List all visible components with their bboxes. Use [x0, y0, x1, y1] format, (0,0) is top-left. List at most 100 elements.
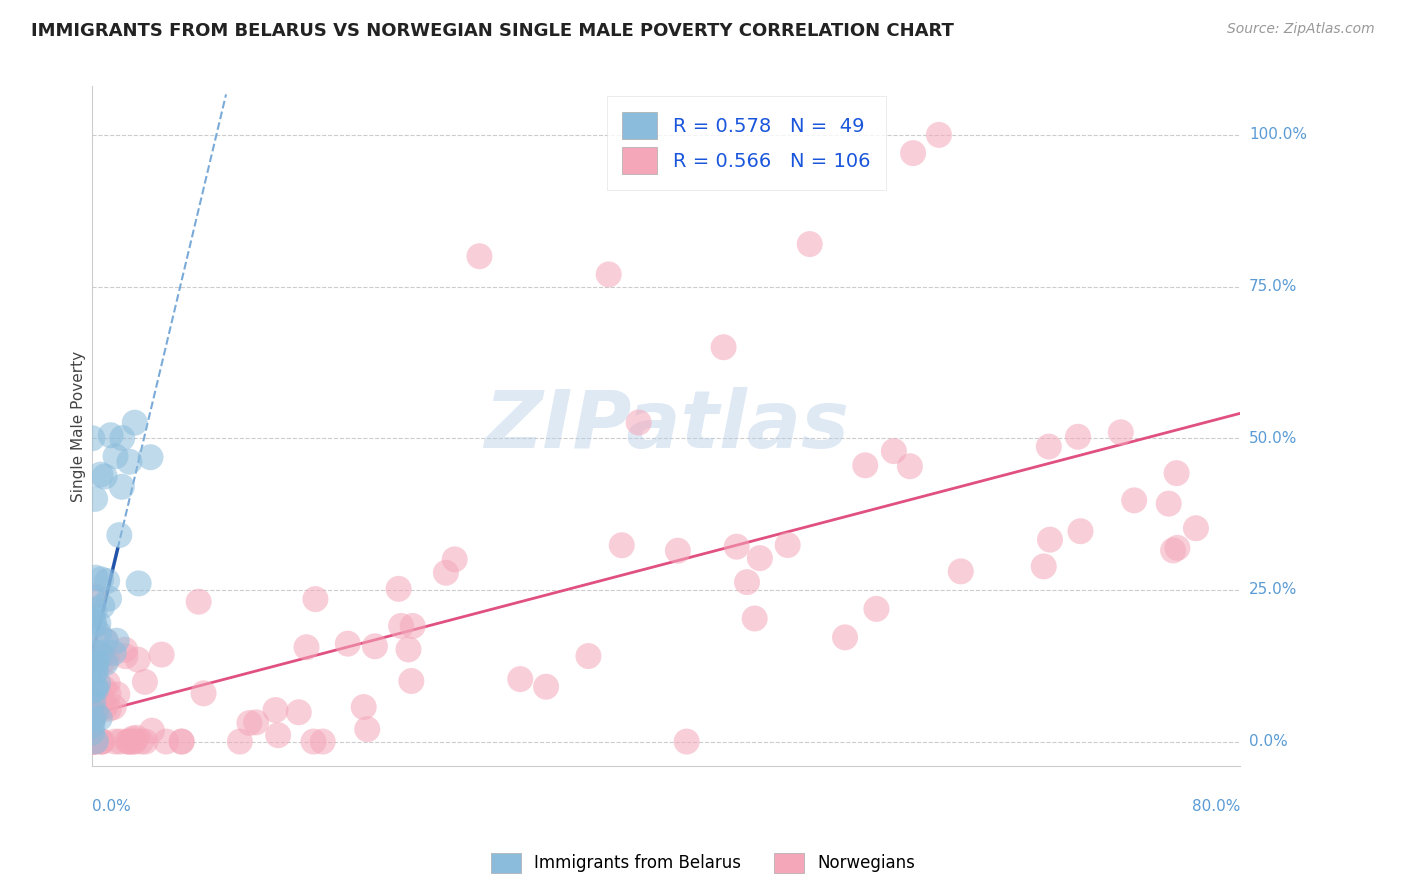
Point — [84, 652, 107, 666]
Point — [150, 648, 173, 662]
Point — [883, 444, 905, 458]
Point — [83, 603, 105, 617]
Legend: R = 0.578   N =  49, R = 0.566   N = 106: R = 0.578 N = 49, R = 0.566 N = 106 — [607, 96, 886, 190]
Point — [776, 538, 799, 552]
Point — [302, 734, 325, 748]
Point — [725, 540, 748, 554]
Point — [155, 734, 177, 748]
Point — [121, 731, 143, 746]
Point — [82, 712, 104, 726]
Point — [87, 676, 110, 690]
Point — [84, 734, 107, 748]
Point — [80, 591, 103, 605]
Point — [93, 681, 115, 695]
Point — [89, 627, 111, 641]
Point — [111, 480, 134, 494]
Point — [117, 734, 139, 748]
Point — [193, 686, 215, 700]
Point — [83, 734, 105, 748]
Point — [91, 734, 114, 748]
Point — [1161, 543, 1184, 558]
Text: 80.0%: 80.0% — [1192, 799, 1240, 814]
Point — [134, 734, 156, 748]
Point — [82, 589, 104, 603]
Point — [387, 582, 409, 596]
Point — [89, 646, 111, 660]
Text: ZIPatlas: ZIPatlas — [484, 387, 849, 465]
Point — [82, 710, 104, 724]
Point — [1166, 541, 1188, 555]
Point — [170, 734, 193, 748]
Point — [90, 572, 112, 586]
Point — [1185, 521, 1208, 535]
Point — [94, 633, 117, 648]
Point — [84, 571, 107, 585]
Point — [82, 608, 104, 623]
Point — [94, 656, 117, 670]
Point — [105, 633, 128, 648]
Point — [170, 734, 193, 748]
Point — [128, 576, 150, 591]
Point — [84, 664, 107, 678]
Point — [865, 602, 887, 616]
Point — [98, 591, 121, 606]
Text: 50.0%: 50.0% — [1249, 431, 1298, 446]
Point — [82, 695, 104, 709]
Point — [103, 646, 125, 660]
Point — [312, 734, 335, 748]
Point — [187, 595, 209, 609]
Point — [304, 592, 326, 607]
Point — [1123, 493, 1146, 508]
Point — [94, 699, 117, 714]
Point — [124, 416, 146, 430]
Point — [89, 711, 111, 725]
Point — [118, 455, 141, 469]
Point — [108, 528, 131, 542]
Point — [364, 640, 387, 654]
Point — [336, 637, 359, 651]
Point — [1032, 559, 1054, 574]
Point — [139, 450, 162, 465]
Point — [91, 655, 114, 669]
Point — [1109, 425, 1132, 440]
Point — [83, 618, 105, 632]
Point — [1039, 533, 1062, 547]
Point — [434, 566, 457, 580]
Point — [1069, 524, 1091, 539]
Point — [627, 416, 650, 430]
Text: 100.0%: 100.0% — [1249, 128, 1308, 143]
Point — [245, 715, 267, 730]
Point — [675, 734, 697, 748]
Point — [238, 716, 260, 731]
Point — [287, 706, 309, 720]
Point — [898, 459, 921, 474]
Point — [1166, 466, 1188, 480]
Point — [97, 702, 120, 716]
Point — [744, 611, 766, 625]
Point — [125, 731, 148, 745]
Point — [578, 648, 600, 663]
Point — [901, 146, 924, 161]
Point — [83, 664, 105, 678]
Point — [853, 458, 876, 473]
Point — [748, 551, 770, 566]
Point — [100, 428, 122, 442]
Point — [110, 734, 132, 748]
Point — [82, 719, 104, 733]
Point — [402, 619, 425, 633]
Point — [97, 687, 120, 701]
Text: 25.0%: 25.0% — [1249, 582, 1298, 598]
Point — [124, 734, 146, 748]
Point — [83, 734, 105, 748]
Text: Source: ZipAtlas.com: Source: ZipAtlas.com — [1227, 22, 1375, 37]
Point — [86, 682, 108, 697]
Point — [82, 734, 104, 748]
Point — [949, 565, 972, 579]
Point — [295, 640, 318, 655]
Point — [83, 657, 105, 671]
Y-axis label: Single Male Poverty: Single Male Poverty — [72, 351, 86, 501]
Point — [82, 431, 104, 445]
Point — [468, 249, 491, 263]
Legend: Immigrants from Belarus, Norwegians: Immigrants from Belarus, Norwegians — [484, 847, 922, 880]
Point — [598, 268, 620, 282]
